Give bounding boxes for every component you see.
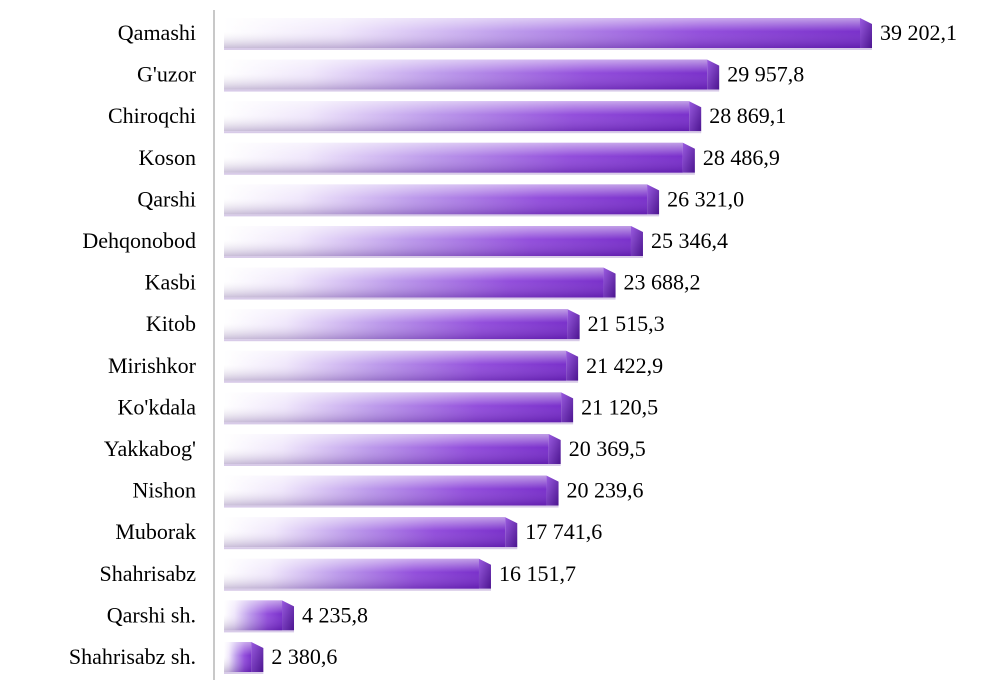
bar-cap-10 (548, 434, 561, 464)
value-label-9: 21 120,5 (581, 394, 658, 419)
bar-gloss-7 (224, 309, 568, 340)
bar-gloss-13 (224, 558, 479, 589)
bar-gloss-12 (224, 517, 506, 548)
bar-shadow-8 (224, 380, 579, 383)
bar-shadow-14 (224, 630, 295, 633)
value-label-1: 29 957,8 (727, 62, 804, 87)
bar-gloss-4 (224, 184, 648, 215)
category-label-1: G'uzor (137, 62, 197, 87)
bar-cap-11 (546, 475, 559, 506)
bar-cap-4 (647, 184, 660, 215)
value-label-5: 25 346,4 (651, 228, 728, 253)
category-label-8: Mirishkor (108, 353, 197, 378)
bar-shadow-1 (224, 89, 720, 92)
category-label-10: Yakkabog' (104, 436, 196, 461)
category-label-6: Kasbi (145, 270, 196, 295)
value-label-10: 20 369,5 (569, 436, 646, 461)
value-label-7: 21 515,3 (588, 311, 665, 336)
bar-gloss-9 (224, 392, 562, 423)
bar-gloss-6 (224, 267, 604, 298)
bar-shadow-12 (224, 547, 518, 550)
category-labels: Qamashi G'uzor Chiroqchi Koson Qarshi Dehqono… (69, 20, 197, 669)
bar-shadow-5 (224, 256, 643, 258)
bar-gloss-0 (224, 18, 860, 48)
value-label-8: 21 422,9 (586, 353, 663, 378)
bar-shadow-2 (224, 131, 702, 134)
value-label-12: 17 741,6 (525, 519, 602, 544)
category-label-5: Dehqonobod (82, 228, 196, 253)
bar-cap-12 (505, 517, 518, 548)
bars-group (224, 18, 872, 674)
bar-cap-13 (478, 558, 491, 589)
bar-gloss-15 (224, 642, 252, 672)
bar-gloss-10 (224, 434, 549, 464)
bar-cap-1 (707, 59, 720, 90)
bar-cap-8 (566, 350, 579, 381)
bar-shadow-3 (224, 172, 695, 175)
category-label-4: Qarshi (137, 186, 196, 211)
value-label-15: 2 380,6 (271, 644, 337, 669)
category-label-14: Qarshi sh. (107, 602, 196, 627)
bar-cap-6 (603, 267, 616, 298)
bar-shadow-6 (224, 297, 616, 300)
bar-gloss-11 (224, 475, 547, 506)
bar-gloss-1 (224, 59, 708, 90)
bar-gloss-5 (224, 226, 631, 256)
bar-shadow-0 (224, 48, 872, 50)
category-label-7: Kitob (146, 311, 196, 336)
value-label-4: 26 321,0 (667, 186, 744, 211)
bar-shadow-15 (224, 672, 264, 674)
bar-cap-15 (251, 642, 264, 672)
value-label-0: 39 202,1 (880, 20, 957, 45)
value-label-14: 4 235,8 (302, 602, 368, 627)
category-label-15: Shahrisabz sh. (69, 644, 196, 669)
category-label-13: Shahrisabz (99, 561, 196, 586)
bar-shadow-4 (224, 214, 660, 217)
value-label-2: 28 869,1 (709, 103, 786, 128)
bar-shadow-9 (224, 422, 574, 425)
bar-shadow-13 (224, 588, 491, 591)
bar-cap-9 (561, 392, 574, 423)
bar-cap-0 (860, 18, 872, 48)
bar-cap-5 (630, 226, 643, 256)
bar-cap-3 (682, 142, 695, 173)
category-label-12: Muborak (115, 519, 196, 544)
bar-shadow-10 (224, 464, 561, 466)
category-label-0: Qamashi (118, 20, 196, 45)
bar-cap-2 (689, 101, 702, 132)
value-label-3: 28 486,9 (703, 145, 780, 170)
bar-gloss-3 (224, 142, 683, 173)
bar-cap-7 (567, 309, 580, 340)
category-label-3: Koson (139, 145, 196, 170)
bar-gloss-8 (224, 350, 567, 381)
bar-gloss-2 (224, 101, 690, 132)
bar-cap-14 (282, 600, 295, 631)
value-label-13: 16 151,7 (499, 561, 576, 586)
bar-shadow-7 (224, 339, 580, 342)
category-label-11: Nishon (132, 478, 196, 503)
bar-gloss-14 (224, 600, 283, 631)
value-labels: 39 202,1 29 957,8 28 869,1 28 486,9 26 321,0… (271, 20, 957, 669)
category-label-2: Chiroqchi (108, 103, 196, 128)
value-label-6: 23 688,2 (624, 270, 701, 295)
value-label-11: 20 239,6 (567, 478, 644, 503)
bar-shadow-11 (224, 505, 559, 508)
category-label-9: Ko'kdala (118, 394, 197, 419)
